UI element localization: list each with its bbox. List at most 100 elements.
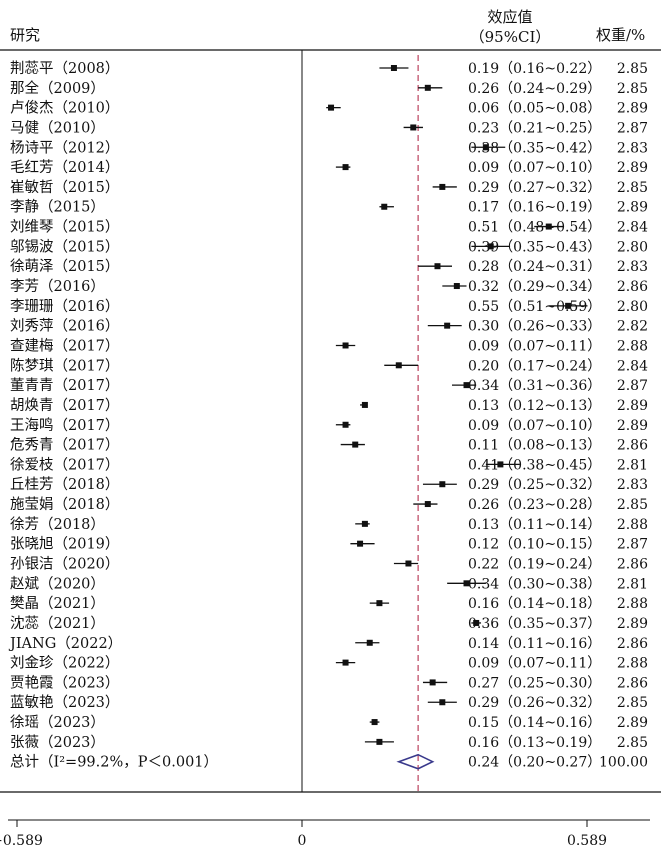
effect-ci-value: 0.41（0.38~0.45） <box>468 457 601 473</box>
weight-value: 2.84 <box>617 220 648 236</box>
weight-value: 2.86 <box>617 675 648 691</box>
study-label: 李芳（2016） <box>10 278 105 295</box>
study-row: 刘金珍（2022） 0.09（0.07~0.11） 2.88 <box>10 655 648 672</box>
weight-value: 2.81 <box>617 457 648 473</box>
weight-value: 2.86 <box>617 636 648 652</box>
study-row: JIANG（2022） 0.14（0.11~0.16） 2.86 <box>8 635 648 652</box>
weight-value: 2.86 <box>617 279 648 295</box>
point-estimate-marker <box>482 144 489 151</box>
point-estimate-marker <box>376 600 383 607</box>
effect-ci-value: 0.34（0.30~0.38） <box>468 576 601 592</box>
weight-value: 2.84 <box>617 358 648 374</box>
point-estimate-marker <box>342 164 349 171</box>
summary-effect-ci: 0.24（0.20~0.27） <box>468 755 601 771</box>
summary-diamond <box>396 753 435 770</box>
effect-ci-value: 0.06（0.05~0.08） <box>468 101 601 117</box>
point-estimate-marker <box>434 263 441 270</box>
x-tick-label: −0.589 <box>0 833 43 849</box>
study-label: 卢俊杰（2010） <box>10 100 119 117</box>
weight-value: 2.81 <box>617 576 648 592</box>
effect-size-header: 效应值 <box>487 8 532 26</box>
study-row: 刘维琴（2015） 0.51（0.48~0.54） 2.84 <box>10 219 648 236</box>
effect-ci-value: 0.09（0.07~0.10） <box>468 160 601 176</box>
study-row: 崔敏哲（2015） 0.29（0.27~0.32） 2.85 <box>10 179 648 196</box>
study-label: 马健（2010） <box>10 119 105 136</box>
weight-value: 2.89 <box>617 398 648 414</box>
study-label: 刘维琴（2015） <box>10 219 119 236</box>
effect-ci-value: 0.20（0.17~0.24） <box>468 358 601 374</box>
point-estimate-marker <box>395 362 402 369</box>
weight-value: 2.88 <box>617 656 648 672</box>
study-row: 施莹娟（2018） 0.26（0.23~0.28） 2.85 <box>10 496 648 513</box>
study-row: 张晓旭（2019） 0.12（0.10~0.15） 2.87 <box>10 536 648 553</box>
effect-ci-value: 0.32（0.29~0.34） <box>468 279 601 295</box>
study-label: 施莹娟（2018） <box>10 496 119 513</box>
study-label: 刘金珍（2022） <box>10 655 119 672</box>
study-label: 陈梦琪（2017） <box>10 356 119 374</box>
point-estimate-marker <box>565 302 572 309</box>
point-estimate-marker <box>361 520 368 527</box>
weight-value: 2.85 <box>617 695 648 711</box>
weight-column-header: 权重/% <box>596 26 645 44</box>
weight-value: 2.88 <box>617 338 648 354</box>
effect-ci-value: 0.15（0.14~0.16） <box>468 715 601 731</box>
effect-ci-value: 0.29（0.25~0.32） <box>468 477 601 493</box>
x-tick-label: 0.589 <box>567 833 607 849</box>
effect-ci-value: 0.26（0.24~0.29） <box>468 81 601 97</box>
study-label: 丘桂芳（2018） <box>10 476 119 493</box>
study-row: 李珊珊（2016） 0.55（0.51~0.59） 2.80 <box>10 298 648 315</box>
study-label: 危秀青（2017） <box>10 437 119 454</box>
weight-value: 2.88 <box>617 596 648 612</box>
point-estimate-marker <box>463 382 470 389</box>
effect-ci-value: 0.16（0.14~0.18） <box>468 596 601 612</box>
study-label: 查建梅（2017） <box>10 337 119 354</box>
point-estimate-marker <box>328 104 335 111</box>
study-row: 荆蕊平（2008） 0.19（0.16~0.22） 2.85 <box>10 60 648 77</box>
study-row: 李芳（2016） 0.32（0.29~0.34） 2.86 <box>10 278 648 295</box>
point-estimate-marker <box>429 679 436 686</box>
weight-value: 2.85 <box>617 497 648 513</box>
study-label: 毛红芳（2014） <box>10 159 119 176</box>
point-estimate-marker <box>545 223 552 230</box>
point-estimate-marker <box>352 441 359 448</box>
weight-value: 2.89 <box>617 101 648 117</box>
point-estimate-marker <box>410 124 417 131</box>
study-row: 张薇（2023） 0.16（0.13~0.19） 2.85 <box>10 734 648 751</box>
summary-row: 总计（I²=99.2%，P＜0.001） 0.24（0.20~0.27）100.0… <box>10 754 648 771</box>
study-row: 樊晶（2021） 0.16（0.14~0.18） 2.88 <box>10 595 648 612</box>
study-label: 蓝敏艳（2023） <box>10 694 119 711</box>
study-label: 贾艳霞（2023） <box>10 674 119 691</box>
weight-value: 2.87 <box>617 537 648 553</box>
study-label: 董青青（2017） <box>10 377 119 394</box>
point-estimate-marker <box>424 84 431 91</box>
effect-ci-value: 0.26（0.23~0.28） <box>468 497 601 513</box>
study-row: 徐瑶（2023） 0.15（0.14~0.16） 2.89 <box>10 714 648 731</box>
study-label: 杨诗平（2012） <box>10 139 119 156</box>
study-label: JIANG（2022） <box>8 635 122 652</box>
effect-ci-value: 0.09（0.07~0.11） <box>468 656 601 672</box>
weight-value: 2.85 <box>617 735 648 751</box>
study-row: 胡焕青（2017） 0.13（0.12~0.13） 2.89 <box>10 397 648 414</box>
study-label: 李珊珊（2016） <box>10 298 119 315</box>
study-row: 查建梅（2017） 0.09（0.07~0.11） 2.88 <box>10 337 648 354</box>
weight-value: 2.83 <box>617 140 648 156</box>
summary-label: 总计（I²=99.2%，P＜0.001） <box>10 754 218 771</box>
study-row: 董青青（2017） 0.34（0.31~0.36） 2.87 <box>10 377 648 394</box>
study-row: 危秀青（2017） 0.11（0.08~0.13） 2.86 <box>10 437 648 454</box>
study-label: 徐爱枝（2017） <box>10 456 119 473</box>
study-label: 崔敏哲（2015） <box>10 179 119 196</box>
point-estimate-marker <box>453 283 460 290</box>
study-row: 蓝敏艳（2023） 0.29（0.26~0.32） 2.85 <box>10 694 648 711</box>
effect-ci-value: 0.13（0.11~0.14） <box>468 517 601 533</box>
point-estimate-marker <box>497 461 504 468</box>
weight-value: 2.89 <box>617 200 648 216</box>
effect-ci-value: 0.17（0.16~0.19） <box>468 200 601 216</box>
effect-ci-value: 0.22（0.19~0.24） <box>468 557 601 573</box>
study-label: 刘秀萍（2016） <box>10 318 119 335</box>
point-estimate-marker <box>439 481 446 488</box>
weight-value: 2.86 <box>617 557 648 573</box>
study-row: 赵斌（2020） 0.34（0.30~0.38） 2.81 <box>10 575 648 592</box>
effect-ci-value: 0.38（0.35~0.42） <box>468 140 601 156</box>
point-estimate-marker <box>342 421 349 428</box>
